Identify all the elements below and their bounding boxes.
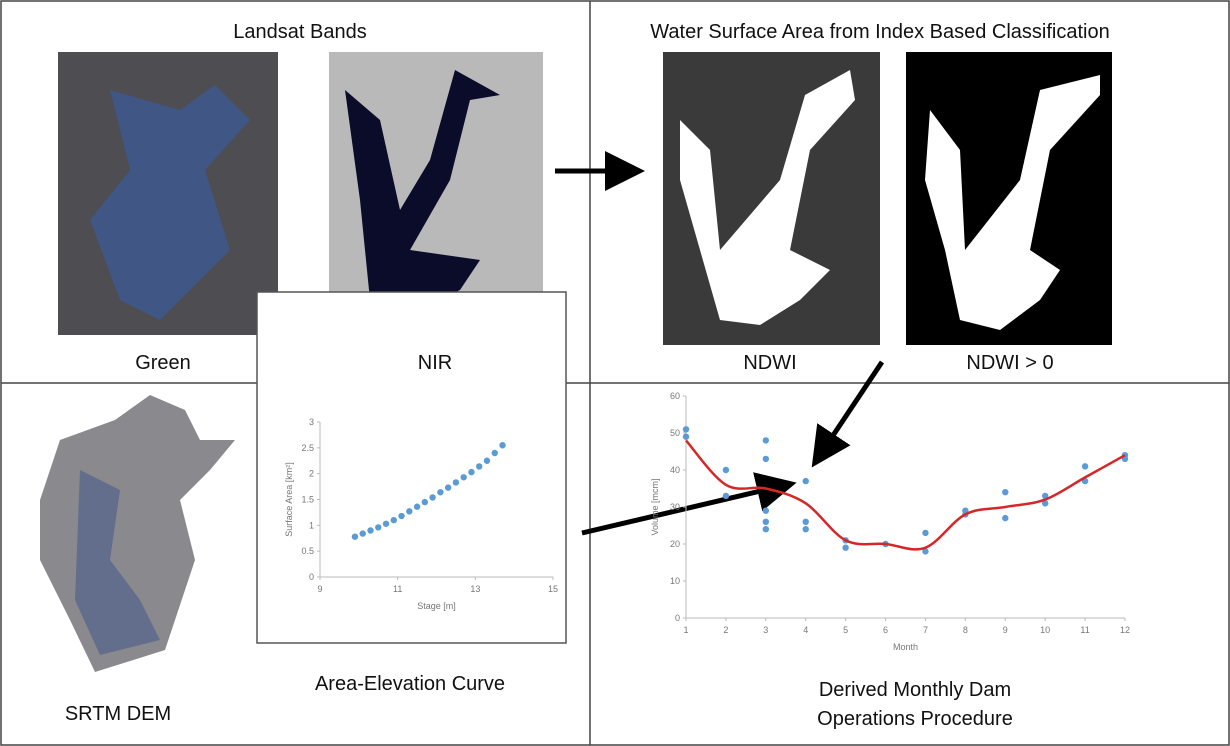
point [483, 457, 491, 464]
x-tick-label: 5 [843, 625, 848, 635]
x-tick-label: 12 [1120, 625, 1130, 635]
x-axis-label: Stage [m] [417, 601, 456, 611]
point [351, 533, 359, 540]
point [682, 426, 690, 433]
chart-box [256, 291, 567, 644]
caption: Derived Monthly Dam [819, 679, 1011, 701]
point [367, 527, 374, 534]
point [762, 507, 770, 514]
point [1041, 500, 1049, 507]
y-tick-label: 3 [309, 417, 314, 427]
x-tick-label: 8 [963, 625, 968, 635]
x-axis-label: Month [893, 642, 918, 652]
point [1041, 492, 1049, 500]
point [762, 526, 770, 533]
point [390, 516, 397, 524]
point [722, 492, 730, 500]
y-axis-label: Volume [mcm] [650, 478, 660, 535]
point [802, 518, 809, 525]
point [499, 442, 506, 449]
caption: Operations Procedure [817, 708, 1013, 730]
x-tick-label: 1 [683, 625, 688, 635]
y-tick-label: 10 [670, 576, 680, 586]
x-tick-label: 7 [923, 625, 928, 635]
image-label: NIR [418, 352, 452, 374]
x-tick-label: 11 [1080, 625, 1089, 635]
point [762, 455, 770, 463]
y-tick-label: 20 [670, 539, 680, 549]
green-lake [90, 85, 250, 320]
point [437, 489, 444, 496]
y-tick-label: 50 [670, 428, 680, 438]
point [460, 474, 467, 481]
point [421, 498, 429, 506]
point [682, 433, 690, 440]
arrow [811, 360, 885, 468]
ndwi-water [680, 70, 855, 325]
arrow [581, 472, 797, 536]
panel-title: Water Surface Area from Index Based Clas… [650, 21, 1109, 43]
y-tick-label: 1 [309, 520, 314, 530]
point [406, 508, 413, 515]
x-tick-label: 10 [1040, 625, 1050, 635]
x-tick-label: 11 [393, 584, 402, 594]
point [802, 477, 809, 485]
line [685, 439, 1126, 551]
point [444, 484, 452, 491]
ndwi-mask-water [925, 75, 1100, 330]
x-tick-label: 9 [317, 584, 322, 594]
point [476, 463, 483, 470]
x-tick-label: 9 [1003, 625, 1008, 635]
point [375, 524, 382, 531]
point [922, 529, 929, 537]
image-label: SRTM DEM [65, 703, 171, 725]
point [359, 530, 366, 537]
x-tick-label: 15 [548, 584, 558, 594]
point [429, 494, 436, 501]
point [1002, 489, 1009, 496]
image-label: Green [135, 352, 191, 374]
nir-lake [345, 70, 500, 320]
dem-shade [75, 470, 160, 655]
point [468, 468, 475, 476]
x-tick-label: 2 [723, 625, 728, 635]
point [491, 449, 498, 457]
point [452, 479, 460, 486]
y-tick-label: 0 [675, 613, 680, 623]
y-axis-label: Surface Area [km²] [284, 462, 294, 537]
x-tick-label: 4 [803, 625, 808, 635]
y-tick-label: 40 [670, 465, 680, 475]
point [382, 520, 390, 527]
x-tick-label: 13 [470, 584, 480, 594]
y-tick-label: 2.5 [301, 443, 314, 453]
y-tick-label: 2 [309, 469, 314, 479]
x-tick-label: 6 [883, 625, 888, 635]
image-label: NDWI [743, 352, 796, 374]
point [762, 437, 770, 444]
point [722, 466, 730, 474]
y-tick-label: 60 [670, 391, 680, 401]
point [1081, 463, 1089, 470]
panel-title: Landsat Bands [233, 21, 366, 43]
y-tick-label: 0 [309, 572, 314, 582]
x-tick-label: 3 [763, 625, 768, 635]
y-tick-label: 30 [670, 502, 680, 512]
point [922, 548, 929, 555]
y-tick-label: 0.5 [301, 546, 314, 556]
point [762, 518, 770, 525]
point [1002, 514, 1009, 522]
point [413, 503, 421, 510]
y-tick-label: 1.5 [301, 495, 314, 505]
point [398, 512, 405, 520]
image-label: NDWI > 0 [966, 352, 1053, 374]
point [842, 544, 849, 551]
caption: Area-Elevation Curve [315, 673, 505, 695]
point [802, 526, 809, 533]
